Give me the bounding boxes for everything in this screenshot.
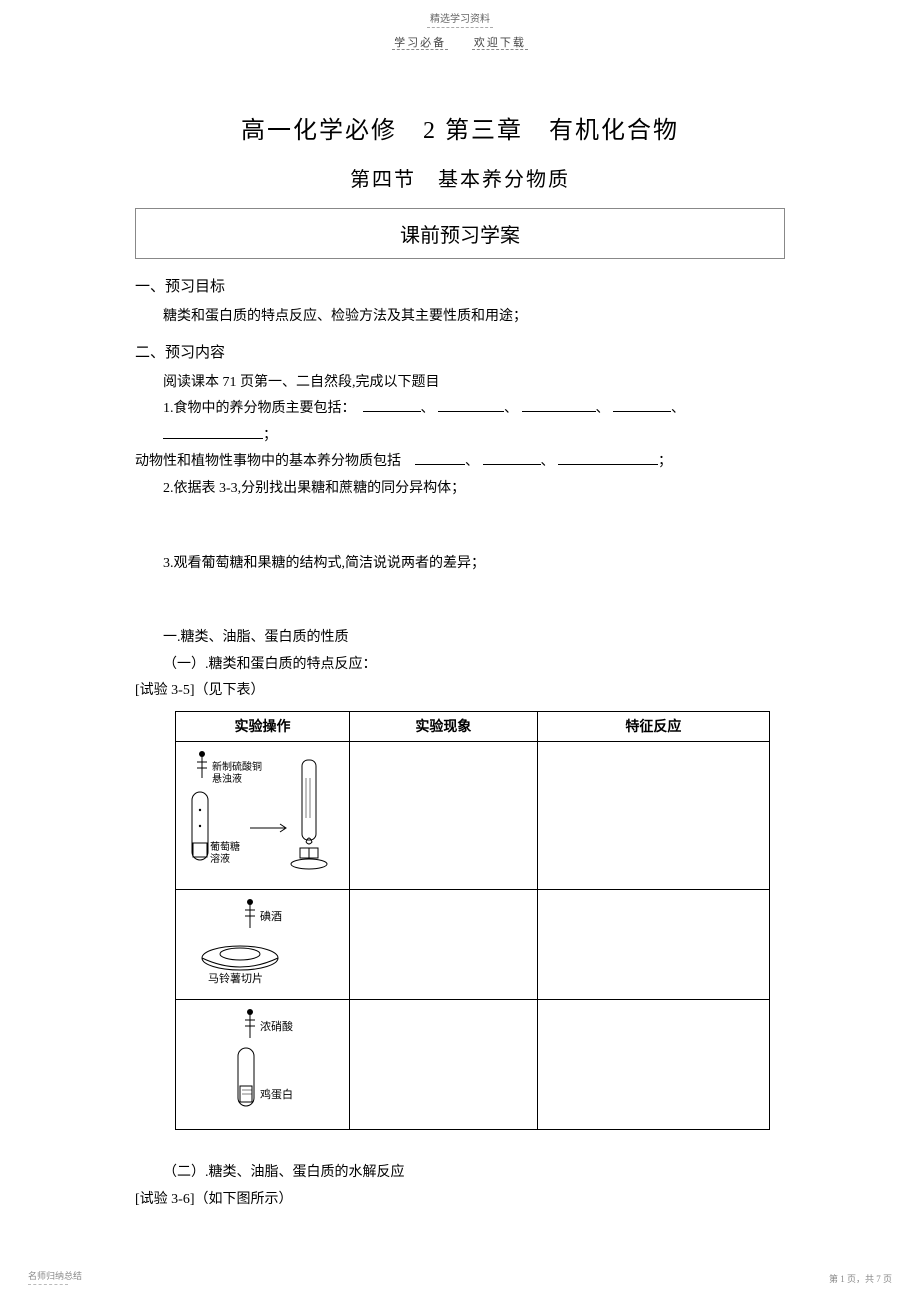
sect1-title: 一、预习目标 xyxy=(135,275,785,296)
doc-sub-header: 学习必备 欢迎下载 xyxy=(0,28,920,50)
sect2-q2: 2.依据表 3-3,分别找出果糖和蔗糖的同分异构体； xyxy=(163,476,785,503)
table-row: 新制硫酸铜 悬浊液 葡萄糖 溶液 xyxy=(176,741,770,889)
cell-phenom-3 xyxy=(350,999,538,1129)
footer-left: 名师归纳总结 xyxy=(28,1269,82,1285)
sect1-body: 糖类和蛋白质的特点反应、检验方法及其主要性质和用途； xyxy=(163,304,785,331)
blank-icon xyxy=(415,453,465,466)
section-box: 课前预习学案 xyxy=(135,208,785,259)
cell-phenom-1 xyxy=(350,741,538,889)
page-content: 高一化学必修 2 第三章 有机化合物 第四节 基本养分物质 课前预习学案 一、预… xyxy=(0,50,920,1213)
table-row: 碘酒 马铃薯切片 xyxy=(176,889,770,999)
sect2-q3: 3.观看葡萄糖和果糖的结构式,简洁说说两者的差异； xyxy=(163,551,785,578)
sub-header-left: 学习必备 xyxy=(392,37,448,50)
blank-icon xyxy=(522,400,596,413)
footer-right: 第 1 页，共 7 页 xyxy=(829,1272,892,1285)
table-header-row: 实验操作 实验现象 特征反应 xyxy=(176,711,770,741)
hno3-protein-diagram-icon: 浓硝酸 鸡蛋白 xyxy=(180,1006,345,1118)
sub-title: 第四节 基本养分物质 xyxy=(135,163,785,192)
sect3-h1: 一.糖类、油脂、蛋白质的性质 xyxy=(163,625,785,652)
cell-op-1: 新制硫酸铜 悬浊液 葡萄糖 溶液 xyxy=(176,741,350,889)
svg-text:马铃薯切片: 马铃薯切片 xyxy=(208,971,263,985)
experiment-table: 实验操作 实验现象 特征反应 新制硫酸铜 悬浊液 xyxy=(175,711,770,1130)
svg-text:新制硫酸铜: 新制硫酸铜 xyxy=(212,760,262,773)
sect2-p1: 阅读课本 71 页第一、二自然段,完成以下题目 xyxy=(163,370,785,397)
svg-text:溶液: 溶液 xyxy=(210,852,230,865)
footer-left-text: 名师归纳总结 xyxy=(28,1271,82,1281)
exp-3-5: [试验 3-5]（见下表） xyxy=(135,678,785,705)
blank-icon xyxy=(613,400,671,413)
sect2-q1a: 1.食物中的养分物质主要包括： 、 、 、 、 ； xyxy=(163,396,785,449)
blank-icon xyxy=(363,400,421,413)
sect3-h2: （一）.糖类和蛋白质的特点反应： xyxy=(163,652,785,679)
blank-icon xyxy=(163,426,263,439)
cell-react-2 xyxy=(537,889,769,999)
th-reaction: 特征反应 xyxy=(537,711,769,741)
exp-3-6: [试验 3-6]（如下图所示） xyxy=(135,1187,785,1214)
blank-icon xyxy=(483,453,541,466)
sect2-title: 二、预习内容 xyxy=(135,341,785,362)
glucose-cuoh-diagram-icon: 新制硫酸铜 悬浊液 葡萄糖 溶液 xyxy=(180,748,345,878)
svg-text:碘酒: 碘酒 xyxy=(260,910,282,923)
svg-text:鸡蛋白: 鸡蛋白 xyxy=(260,1087,293,1101)
table-row: 浓硝酸 鸡蛋白 xyxy=(176,999,770,1129)
cell-react-3 xyxy=(537,999,769,1129)
svg-text:葡萄糖: 葡萄糖 xyxy=(210,840,240,853)
svg-text:悬浊液: 悬浊液 xyxy=(212,772,242,785)
svg-text:浓硝酸: 浓硝酸 xyxy=(260,1019,293,1033)
th-operation: 实验操作 xyxy=(176,711,350,741)
iodine-potato-diagram-icon: 碘酒 马铃薯切片 xyxy=(180,896,345,988)
sub-header-right: 欢迎下载 xyxy=(472,37,528,50)
doc-top-header: 精选学习资料 xyxy=(0,0,920,25)
cell-phenom-2 xyxy=(350,889,538,999)
main-title: 高一化学必修 2 第三章 有机化合物 xyxy=(135,110,785,145)
q1a-text: 1.食物中的养分物质主要包括： xyxy=(163,401,356,416)
blank-icon xyxy=(558,453,658,466)
cell-react-1 xyxy=(537,741,769,889)
blank-icon xyxy=(438,400,504,413)
q1b-text: 动物性和植物性事物中的基本养分物质包括 xyxy=(135,454,401,469)
sect3-h3: （二）.糖类、油脂、蛋白质的水解反应 xyxy=(163,1160,785,1187)
th-phenomenon: 实验现象 xyxy=(350,711,538,741)
sect2-q1b: 动物性和植物性事物中的基本养分物质包括 、 、 ； xyxy=(135,449,785,476)
cell-op-2: 碘酒 马铃薯切片 xyxy=(176,889,350,999)
cell-op-3: 浓硝酸 鸡蛋白 xyxy=(176,999,350,1129)
